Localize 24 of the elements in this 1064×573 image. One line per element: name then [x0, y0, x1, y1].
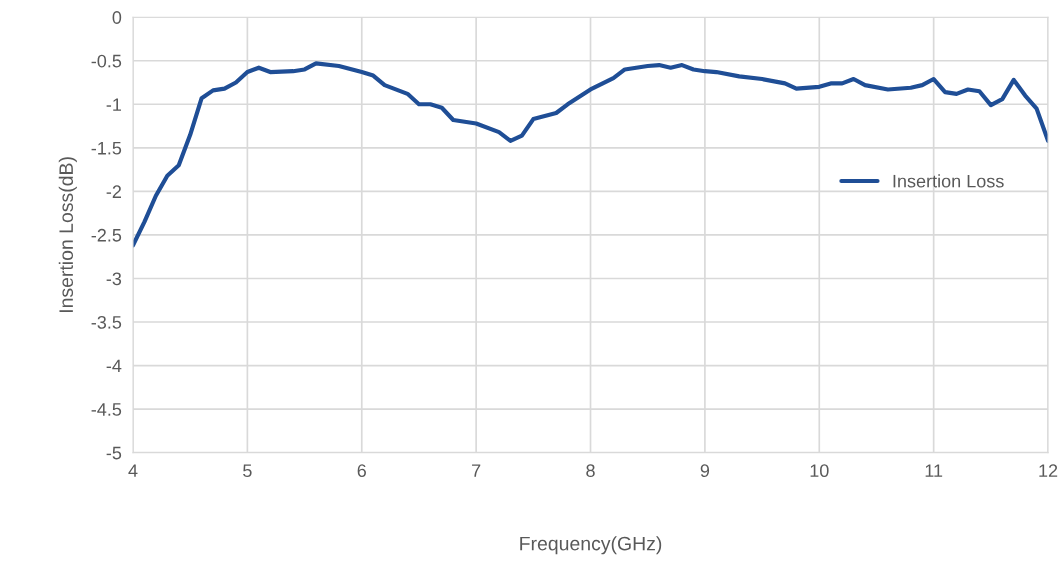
y-tick-label: -2	[106, 185, 121, 198]
y-tick-label: -3.5	[91, 315, 122, 329]
y-tick-label: -4.5	[91, 403, 122, 416]
x-tick-label: 8	[586, 464, 595, 478]
y-tick-label: -5	[106, 446, 122, 460]
x-tick-label: 9	[700, 464, 710, 478]
x-tick-label: 6	[357, 464, 366, 478]
y-tick-label: -0.5	[91, 54, 122, 68]
legend-label: Insertion Loss	[893, 174, 1004, 188]
x-axis-title: Frequency(GHz)	[520, 536, 662, 555]
line-series	[133, 61, 1049, 248]
x-tick-label: 11	[925, 464, 943, 477]
y-tick-label: -1	[106, 98, 122, 111]
y-tick-label: -2.5	[91, 228, 122, 242]
x-tick-label: 12	[1039, 464, 1058, 477]
y-tick-label: 0	[112, 11, 122, 24]
x-tick-label: 10	[810, 464, 829, 478]
x-tick-label: 4	[128, 464, 138, 477]
y-tick-label: -3	[106, 272, 122, 286]
x-tick-label: 7	[472, 464, 481, 477]
y-tick-label: -4	[106, 359, 122, 373]
x-tick-label: 5	[243, 464, 252, 478]
y-axis-title: Insertion Loss(dB)	[58, 157, 77, 313]
y-tick-label: -1.5	[91, 141, 122, 155]
